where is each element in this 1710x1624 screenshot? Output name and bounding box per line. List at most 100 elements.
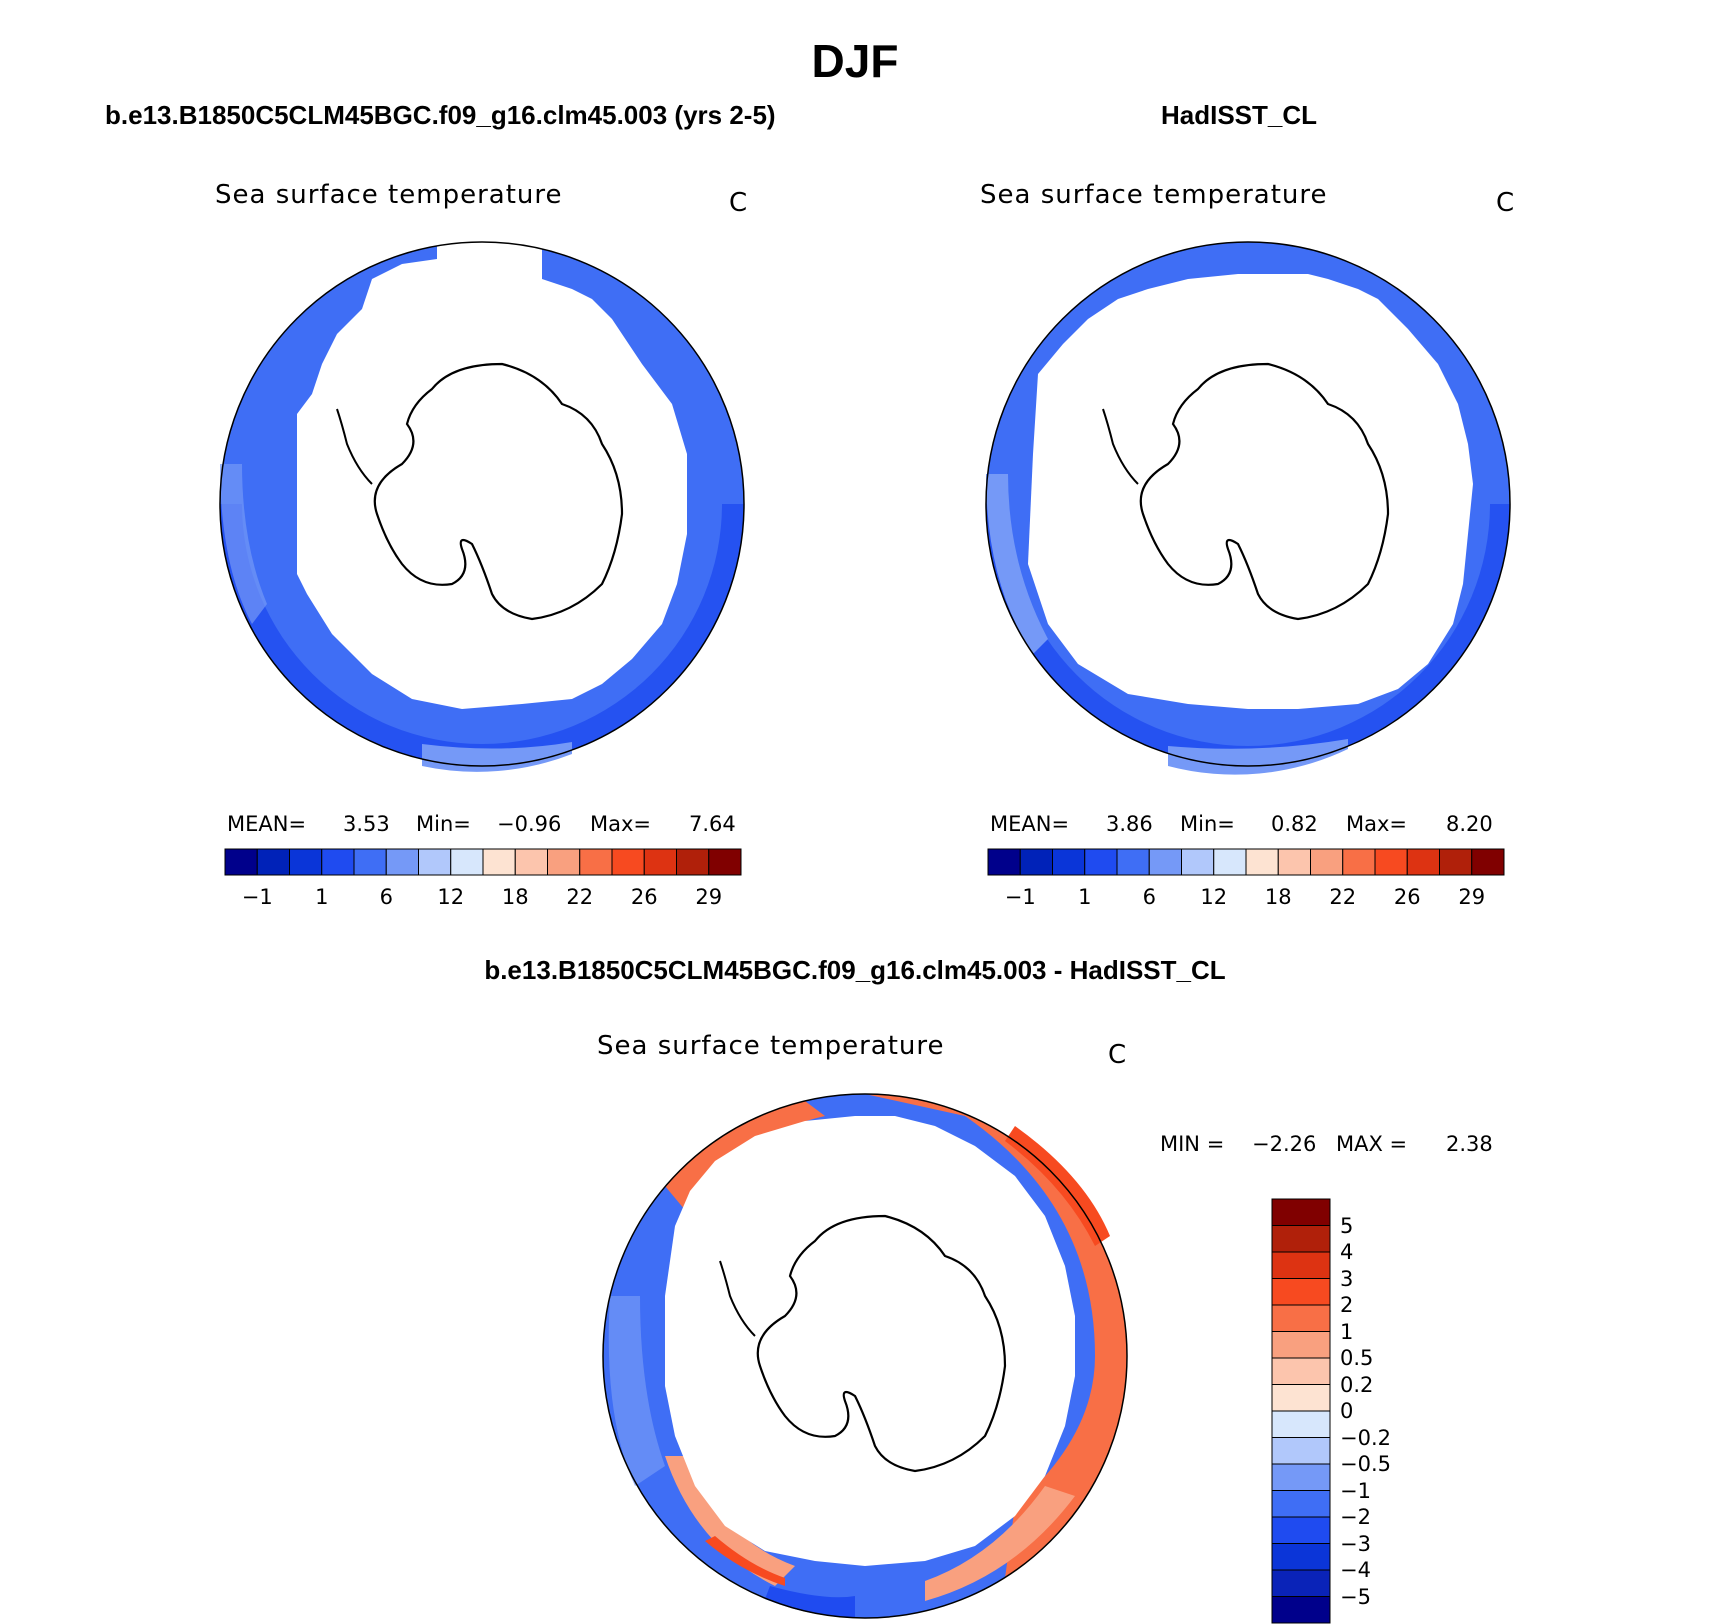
panel1-map xyxy=(219,241,745,772)
panel2-colorbar xyxy=(987,848,1505,876)
panel3-colorbar-tick-label: 4 xyxy=(1340,1240,1354,1264)
panel1-colorbar-tick-label: 18 xyxy=(501,885,529,909)
panel1-mean-value: 3.53 xyxy=(343,812,390,836)
panel3-colorbar-swatch xyxy=(1271,1516,1331,1544)
panel1-min-value: −0.96 xyxy=(497,812,562,836)
panel2-colorbar-tick-label: 26 xyxy=(1393,885,1421,909)
panel2-colorbar-swatch xyxy=(1052,848,1086,876)
panel2-colorbar-swatch xyxy=(1471,848,1505,876)
panel2-mean-value: 3.86 xyxy=(1106,812,1153,836)
panel1-colorbar-swatch xyxy=(579,848,613,876)
panel2-colorbar-swatch xyxy=(1310,848,1344,876)
panel2-max-value: 8.20 xyxy=(1446,812,1493,836)
panel3-colorbar-swatch xyxy=(1271,1331,1331,1359)
panel3-max-label: MAX = xyxy=(1336,1132,1408,1156)
panel1-colorbar xyxy=(224,848,742,876)
panel1-min-label: Min= xyxy=(416,812,471,836)
panel1-colorbar-labels: −1 1 6 12 18 22 26 29 xyxy=(225,885,741,911)
panel3-colorbar-tick-label: 0.5 xyxy=(1340,1346,1374,1370)
panel3-colorbar-swatch xyxy=(1271,1463,1331,1491)
panel1-colorbar-swatch xyxy=(514,848,548,876)
panel3-min-label: MIN = xyxy=(1160,1132,1225,1156)
panel2-min-label: Min= xyxy=(1180,812,1235,836)
panel3-colorbar-swatch xyxy=(1271,1251,1331,1279)
panel3-colorbar-swatch xyxy=(1271,1384,1331,1412)
panel3-colorbar-swatch xyxy=(1271,1596,1331,1624)
panel2-colorbar-tick-label: 18 xyxy=(1264,885,1292,909)
panel3-heading: b.e13.B1850C5CLM45BGC.f09_g16.clm45.003 … xyxy=(484,955,1226,985)
panel1-colorbar-tick-label: 22 xyxy=(566,885,594,909)
panel2-colorbar-swatch xyxy=(1374,848,1408,876)
panel1-colorbar-tick-label: 29 xyxy=(695,885,723,909)
panel3-colorbar-swatch xyxy=(1271,1304,1331,1332)
panel2-colorbar-tick-label: 22 xyxy=(1329,885,1357,909)
panel2-colorbar-swatch xyxy=(987,848,1021,876)
panel3-colorbar-swatch xyxy=(1271,1569,1331,1597)
panel2-colorbar-swatch xyxy=(1213,848,1247,876)
panel2-colorbar-swatch xyxy=(1181,848,1215,876)
panel3-colorbar-labels: −5 −4 −3 −2 −1 −0.5 −0.2 0 0.2 0.5 1 2 3 4 5 xyxy=(1340,1198,1420,1624)
panel1-colorbar-tick-label: −1 xyxy=(241,885,273,909)
panel1-colorbar-swatch xyxy=(289,848,323,876)
panel2-heading: HadISST_CL xyxy=(1161,100,1318,130)
panel2-colorbar-swatch xyxy=(1019,848,1053,876)
panel1-variable: Sea surface temperature xyxy=(215,180,563,210)
panel1-units: C xyxy=(729,188,748,218)
panel1-colorbar-swatch xyxy=(224,848,258,876)
panel3-min-value: −2.26 xyxy=(1252,1132,1317,1156)
panel2-colorbar-tick-label: 12 xyxy=(1200,885,1228,909)
panel1-colorbar-tick-label: 1 xyxy=(315,885,329,909)
panel3-colorbar-swatch xyxy=(1271,1278,1331,1306)
panel3-units: C xyxy=(1108,1040,1127,1070)
panel2-colorbar-swatch xyxy=(1245,848,1279,876)
panel2-colorbar-tick-label: 29 xyxy=(1458,885,1486,909)
panel3-colorbar-tick-label: 0.2 xyxy=(1340,1372,1374,1397)
panel1-colorbar-swatch xyxy=(676,848,710,876)
panel2-map xyxy=(985,241,1511,775)
panel2-colorbar-swatch xyxy=(1084,848,1118,876)
figure-title: DJF xyxy=(811,35,899,87)
panel2-colorbar-swatch xyxy=(1342,848,1376,876)
panel3-colorbar-swatch xyxy=(1271,1410,1331,1438)
panel1-colorbar-swatch xyxy=(643,848,677,876)
panel2-min-value: 0.82 xyxy=(1271,812,1318,836)
panel3-colorbar-swatch xyxy=(1271,1357,1331,1385)
panel3-colorbar-tick-label: −0.5 xyxy=(1340,1452,1391,1476)
panel2-colorbar-tick-label: −1 xyxy=(1004,885,1036,909)
panel1-mean-label: MEAN= xyxy=(227,812,307,836)
panel1-colorbar-swatch xyxy=(256,848,290,876)
panel2-variable: Sea surface temperature xyxy=(980,180,1328,210)
panel3-colorbar-swatch xyxy=(1271,1490,1331,1518)
panel1-max-value: 7.64 xyxy=(689,812,736,836)
panel1-colorbar-swatch xyxy=(482,848,516,876)
panel3-colorbar-tick-label: −2 xyxy=(1340,1505,1371,1529)
panel2-colorbar-labels: −1 1 6 12 18 22 26 29 xyxy=(988,885,1504,911)
panel3-max-value: 2.38 xyxy=(1446,1132,1493,1156)
panel1-colorbar-swatch xyxy=(353,848,387,876)
panel3-colorbar xyxy=(1271,1198,1331,1624)
panel2-colorbar-swatch xyxy=(1148,848,1182,876)
panel3-map xyxy=(602,1093,1128,1619)
panel1-colorbar-tick-label: 6 xyxy=(379,885,393,909)
panel2-colorbar-tick-label: 1 xyxy=(1078,885,1092,909)
panel1-heading: b.e13.B1850C5CLM45BGC.f09_g16.clm45.003 … xyxy=(105,100,776,130)
panel3-colorbar-swatch xyxy=(1271,1198,1331,1226)
panel1-colorbar-tick-label: 26 xyxy=(630,885,658,909)
panel2-colorbar-swatch xyxy=(1277,848,1311,876)
panel2-max-label: Max= xyxy=(1346,812,1408,836)
panel1-colorbar-swatch xyxy=(321,848,355,876)
panel3-colorbar-tick-label: −4 xyxy=(1340,1558,1371,1582)
panel3-colorbar-tick-label: 0 xyxy=(1340,1399,1354,1423)
panel3-colorbar-tick-label: −3 xyxy=(1340,1531,1371,1556)
panel1-colorbar-swatch xyxy=(547,848,581,876)
panel3-colorbar-tick-label: 1 xyxy=(1340,1319,1354,1344)
panel2-units: C xyxy=(1496,188,1515,218)
panel2-colorbar-tick-label: 6 xyxy=(1142,885,1156,909)
panel1-colorbar-swatch xyxy=(708,848,742,876)
panel3-colorbar-tick-label: −0.2 xyxy=(1340,1425,1391,1450)
panel3-colorbar-tick-label: 2 xyxy=(1340,1293,1354,1317)
panel3-colorbar-tick-label: −1 xyxy=(1340,1478,1371,1503)
panel1-colorbar-swatch xyxy=(611,848,645,876)
panel1-colorbar-swatch xyxy=(450,848,484,876)
panel3-colorbar-swatch xyxy=(1271,1437,1331,1465)
